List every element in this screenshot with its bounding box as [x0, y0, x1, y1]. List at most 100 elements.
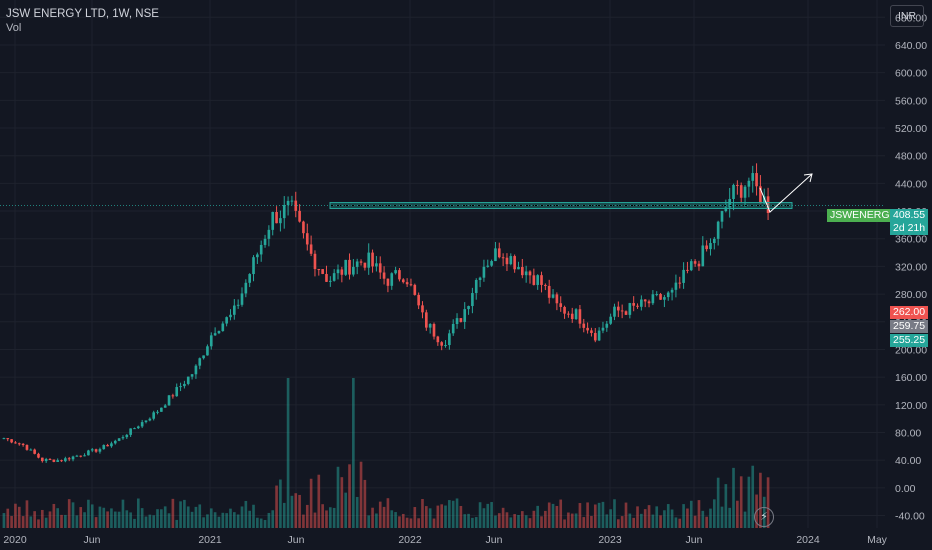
candle-body	[125, 434, 129, 438]
volume-bar	[636, 506, 639, 528]
lightning-icon[interactable]: ⚡	[754, 507, 774, 527]
candle-body	[655, 294, 659, 296]
volume-bar	[294, 493, 298, 528]
candle-body	[455, 318, 459, 324]
y-tick-label: 440.00	[895, 178, 927, 190]
volume-bar	[156, 509, 159, 528]
currency-button[interactable]: INR	[890, 5, 924, 27]
candle-body	[417, 294, 420, 306]
candle-body	[747, 180, 751, 187]
volume-bar	[713, 499, 716, 528]
y-tick-label: 560.00	[895, 95, 927, 107]
chart-grid	[0, 0, 885, 528]
volume-bar	[709, 508, 712, 528]
volume-bar	[382, 506, 386, 528]
candle-body	[528, 271, 532, 276]
candle-body	[478, 277, 482, 281]
volume-bar	[413, 507, 417, 528]
volume-bar	[102, 507, 106, 528]
volume-bar	[678, 518, 682, 528]
x-tick-label: Jun	[84, 534, 101, 546]
volume-bar	[555, 505, 559, 528]
volume-bar	[329, 507, 332, 528]
candle-body	[229, 314, 232, 318]
candle-body	[244, 282, 248, 294]
candle-body	[578, 309, 582, 324]
x-tick-label: Jun	[686, 534, 703, 546]
candle-body	[398, 270, 401, 280]
volume-bar	[540, 516, 543, 528]
y-tick-label: 80.00	[895, 428, 921, 440]
candle-body	[547, 285, 551, 298]
candle-body	[759, 186, 762, 204]
volume-bar	[428, 508, 432, 528]
candle-body	[336, 269, 340, 274]
volume-bar	[148, 514, 152, 528]
candle-body	[536, 275, 539, 285]
volume-bar	[60, 514, 63, 528]
candle-body	[209, 335, 213, 347]
candle-body	[666, 292, 670, 298]
candle-body	[71, 456, 75, 460]
candle-body	[325, 273, 328, 282]
candle-body	[532, 275, 536, 285]
volume-bar	[647, 505, 651, 528]
candle-body	[110, 443, 113, 447]
candle-body	[363, 262, 367, 268]
volume-bar	[421, 499, 424, 528]
candle-body	[175, 387, 179, 397]
candle-body	[321, 269, 324, 274]
volume-bar	[206, 514, 209, 528]
volume-bar	[574, 513, 578, 528]
candle-body	[743, 186, 747, 198]
volume-bar	[394, 512, 397, 528]
candle-body	[263, 238, 267, 245]
candle-body	[44, 459, 48, 462]
volume-bar	[336, 466, 340, 528]
volume-bar	[344, 492, 347, 528]
volume-bar	[29, 516, 33, 528]
volume-bar	[751, 465, 755, 528]
candle-body	[736, 184, 739, 186]
candle-body	[140, 422, 144, 427]
candle-body	[428, 324, 432, 328]
volume-bar	[44, 517, 48, 528]
projection-path	[759, 173, 813, 213]
volume-bar	[371, 507, 374, 528]
candle-body	[279, 218, 282, 224]
y-tick-label: 160.00	[895, 372, 927, 384]
volume-bar	[375, 513, 378, 528]
volume-bar	[17, 506, 21, 528]
candle-body	[766, 196, 770, 214]
candle-body	[682, 269, 685, 283]
y-tick-label: 360.00	[895, 234, 927, 246]
volume-bar	[739, 476, 743, 528]
volume-bar	[451, 500, 455, 528]
volume-bar	[551, 503, 555, 528]
volume-bar	[129, 512, 132, 528]
candle-body	[693, 261, 697, 264]
volume-bar	[448, 500, 451, 528]
y-tick-label: 480.00	[895, 151, 927, 163]
volume-bar	[221, 512, 225, 528]
candle-body	[332, 273, 336, 281]
candle-body	[186, 376, 190, 384]
volume-bar	[167, 513, 171, 528]
candle-body	[371, 252, 374, 267]
volume-bar	[367, 515, 371, 528]
candle-body	[697, 263, 701, 267]
volume-bar	[444, 505, 447, 528]
volume-bar	[117, 511, 121, 528]
volume-bar	[697, 500, 701, 528]
volume-bar	[524, 515, 528, 528]
volume-bar	[494, 515, 497, 528]
candle-body	[689, 261, 693, 271]
candle-body	[133, 428, 136, 430]
candle-body	[425, 312, 428, 328]
y-tick-label: 0.00	[895, 483, 916, 495]
volume-bar	[732, 467, 735, 528]
candle-body	[521, 267, 524, 276]
volume-bar	[33, 511, 36, 528]
candle-body	[117, 438, 121, 441]
